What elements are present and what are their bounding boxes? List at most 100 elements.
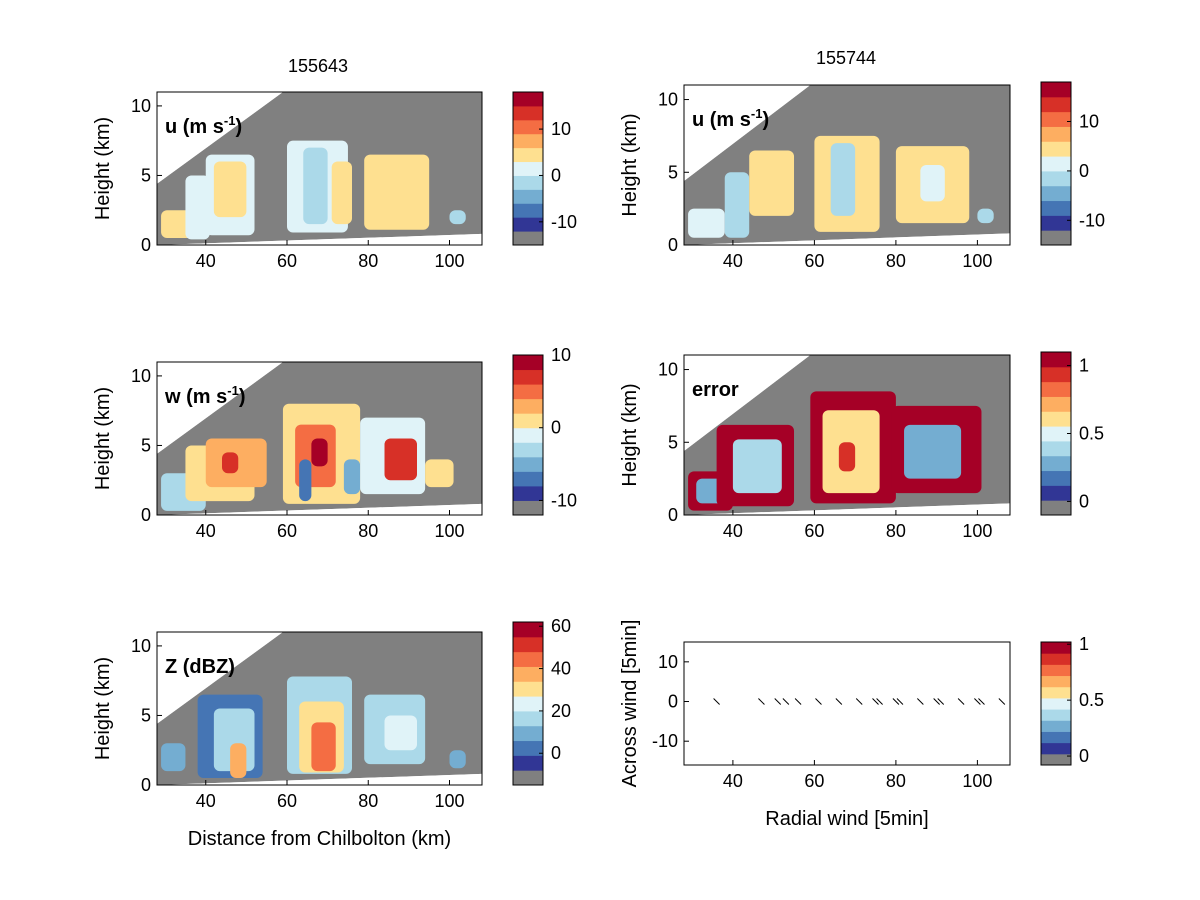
colorbar-swatch — [513, 231, 543, 246]
wind-arrow — [937, 698, 945, 705]
x-tick-label: 100 — [962, 251, 992, 271]
y-tick-label: 0 — [141, 235, 151, 255]
y-tick-label: 10 — [658, 360, 678, 380]
plot-area — [684, 85, 1010, 245]
colorbar-swatch — [1041, 396, 1071, 412]
y-axis-label: Height (km) — [619, 383, 641, 486]
colorbar-swatch — [513, 666, 543, 682]
plot-area — [157, 92, 482, 245]
colorbar-swatch — [513, 725, 543, 742]
x-tick-label: 60 — [804, 771, 824, 791]
y-tick-label: 10 — [131, 366, 151, 386]
y-tick-label: 0 — [668, 235, 678, 255]
y-tick-label: 10 — [131, 96, 151, 116]
data-cell — [732, 439, 782, 494]
colorbar-swatch — [1041, 485, 1071, 501]
data-cell — [161, 743, 186, 772]
data-cell — [449, 750, 466, 769]
colorbar-frame — [512, 354, 544, 516]
colorbar-swatch — [513, 105, 543, 121]
wind-arrow — [933, 698, 941, 705]
y-axis-label: Height (km) — [92, 117, 114, 220]
colorbar-swatch — [1041, 470, 1071, 486]
colorbar-tick-label: 20 — [551, 701, 571, 721]
colorbar-swatch — [1041, 664, 1071, 677]
data-cell — [311, 722, 336, 772]
below-ground-mask — [684, 503, 1010, 515]
y-tick-label: 5 — [668, 162, 678, 182]
colorbar-swatch — [1041, 709, 1071, 721]
colorbar-tick-label: 60 — [551, 616, 571, 636]
data-cell — [425, 459, 454, 488]
x-tick-label: 80 — [358, 791, 378, 811]
colorbar-swatch — [513, 398, 543, 414]
colorbar-tick-label: 1 — [1079, 634, 1089, 654]
colorbar-swatch — [513, 710, 543, 727]
colorbar-swatch — [513, 203, 543, 218]
colorbar-swatch — [513, 175, 543, 190]
plot-area — [684, 355, 1010, 515]
below-ground-mask — [157, 233, 482, 245]
x-tick-label: 100 — [962, 771, 992, 791]
data-cell — [213, 161, 247, 218]
y-tick-label: 5 — [668, 432, 678, 452]
colorbar-swatch — [513, 622, 543, 638]
colorbar-swatch — [1041, 455, 1071, 472]
data-cell — [688, 208, 725, 238]
x-tick-label: 100 — [434, 521, 464, 541]
plot-area — [157, 362, 482, 515]
colorbar-swatch — [513, 369, 543, 385]
colorbar-swatch — [1041, 82, 1071, 98]
y-tick-label: 5 — [141, 435, 151, 455]
x-tick-label: 80 — [886, 771, 906, 791]
axes-frame — [156, 361, 483, 516]
above-beam-mask — [684, 355, 811, 451]
panel-error-right: 40 60 80 100 0 5 10 Height (km) error 1 0.5 0 — [619, 351, 1104, 541]
field-label-superscript: -1 — [751, 106, 763, 121]
x-tick-label: 80 — [886, 251, 906, 271]
data-cell — [384, 438, 417, 481]
colorbar-swatch — [1041, 426, 1071, 442]
colorbar-tick-label: -10 — [1079, 210, 1105, 230]
above-beam-mask — [157, 362, 283, 454]
field-label-close: ) — [239, 386, 246, 408]
data-cell — [311, 438, 328, 467]
colorbar-swatch — [513, 413, 543, 429]
field-label-close: ) — [762, 109, 769, 131]
axes-frame — [156, 91, 483, 246]
data-cell — [977, 208, 994, 224]
axes-frame — [683, 641, 1011, 766]
wind-arrow — [876, 698, 883, 705]
wind-arrow — [855, 698, 863, 705]
plot-area — [157, 632, 482, 785]
colorbar-swatch — [1041, 697, 1071, 710]
x-tick-label: 40 — [723, 521, 743, 541]
colorbar-swatch — [1041, 215, 1071, 231]
x-tick-label: 60 — [277, 791, 297, 811]
x-tick-label: 60 — [277, 251, 297, 271]
colorbar-swatch — [513, 696, 543, 712]
x-tick-label: 60 — [804, 521, 824, 541]
colorbar-swatch — [513, 217, 543, 232]
y-axis-label: Height (km) — [92, 387, 114, 490]
colorbar-swatch — [1041, 126, 1071, 142]
wind-arrow — [896, 698, 904, 705]
data-cell — [343, 459, 361, 495]
colorbar-swatch — [513, 147, 543, 163]
colorbar-swatch — [513, 770, 543, 786]
x-tick-label: 40 — [196, 791, 216, 811]
colorbar-tick-label: 1 — [1079, 356, 1089, 376]
colorbar-swatch — [513, 485, 543, 501]
wind-arrow — [892, 698, 900, 705]
axes-frame — [156, 631, 483, 786]
wind-arrow — [957, 698, 965, 705]
colorbar-swatch — [513, 92, 543, 107]
x-tick-label: 80 — [886, 521, 906, 541]
colorbar-swatch — [1041, 366, 1071, 383]
colorbar-frame — [512, 91, 544, 246]
colorbar-swatch — [1041, 96, 1071, 113]
x-tick-label: 40 — [723, 251, 743, 271]
y-tick-label: 10 — [658, 90, 678, 110]
